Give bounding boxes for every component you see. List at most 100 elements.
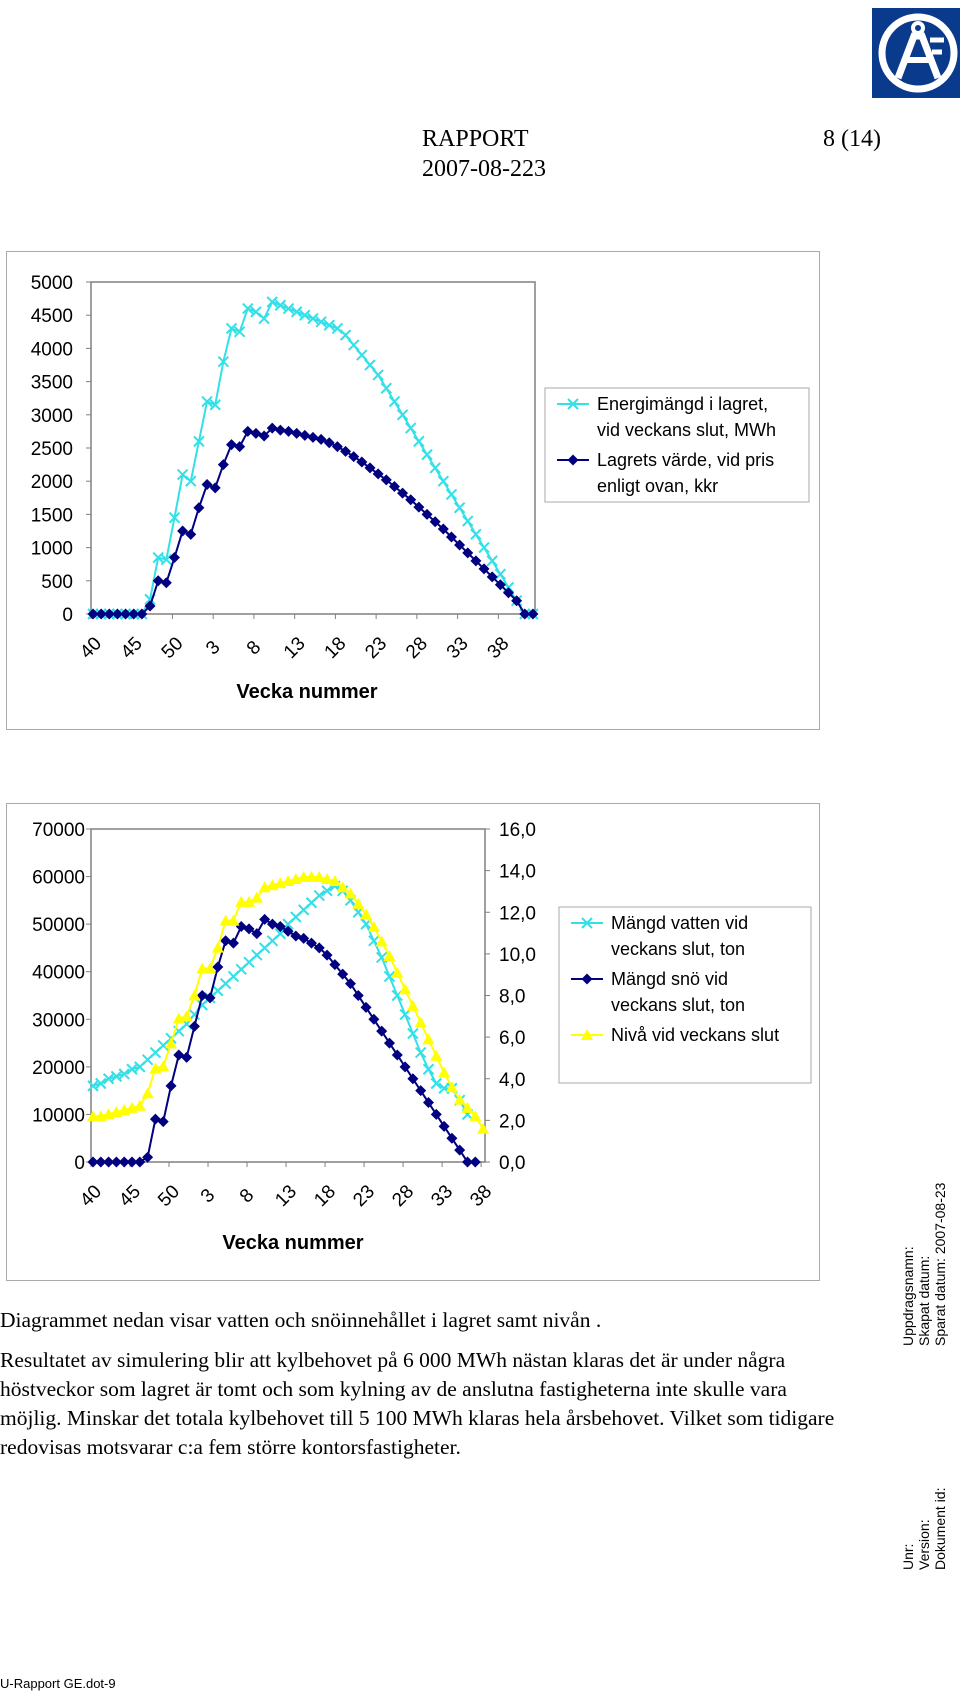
data-point <box>307 431 319 443</box>
x-tick-label: 18 <box>310 1181 340 1211</box>
data-point <box>160 553 173 566</box>
x-tick-label: 8 <box>236 1185 258 1207</box>
y-tick-label: 0 <box>74 1153 85 1174</box>
data-point <box>372 468 384 480</box>
meta-unr: Unr: <box>900 1543 916 1570</box>
x-tick-label: 38 <box>484 633 514 663</box>
data-point <box>299 429 311 441</box>
data-point <box>477 1122 490 1134</box>
data-point <box>266 422 278 434</box>
data-point <box>494 579 506 591</box>
data-point <box>196 962 209 974</box>
data-point <box>87 1080 99 1092</box>
data-point <box>103 1156 115 1168</box>
meta-sparat-datum: Sparat datum: 2007-08-23 <box>932 1182 948 1346</box>
page-number: 8 (14) <box>823 126 881 152</box>
data-point <box>380 474 392 486</box>
data-point <box>193 502 205 514</box>
data-point <box>406 999 419 1011</box>
data-point <box>95 608 107 620</box>
data-point <box>422 1063 435 1075</box>
data-point <box>250 891 263 903</box>
data-point <box>315 433 327 445</box>
data-point <box>274 299 287 311</box>
data-point <box>407 1027 419 1040</box>
series-2 <box>87 913 481 1168</box>
data-point <box>243 895 256 907</box>
data-point <box>391 966 404 978</box>
y2-tick-label: 8,0 <box>499 987 525 1008</box>
data-point <box>415 1085 427 1097</box>
legend-marker <box>567 454 579 466</box>
data-point <box>266 296 278 308</box>
legend-label: Lagrets värde, vid pris <box>597 450 774 470</box>
data-point <box>165 1080 177 1092</box>
data-point <box>235 895 248 907</box>
x-tick-label: 40 <box>76 633 106 663</box>
data-point <box>201 479 213 491</box>
data-point <box>397 487 409 499</box>
series-line <box>93 917 476 1163</box>
data-point <box>375 935 388 947</box>
x-tick-label: 13 <box>271 1181 301 1211</box>
y-tick-label: 40000 <box>32 963 85 984</box>
data-point <box>413 435 425 448</box>
x-axis-title: Vecka nummer <box>236 681 377 703</box>
data-point <box>405 494 417 506</box>
data-point <box>176 468 189 481</box>
data-point <box>120 608 132 620</box>
data-point <box>157 1116 169 1128</box>
data-point <box>168 512 181 524</box>
data-point <box>422 1033 435 1045</box>
y2-tick-label: 16,0 <box>499 820 536 841</box>
y-tick-label: 1500 <box>31 505 73 526</box>
y-tick-label: 60000 <box>32 868 85 889</box>
data-point <box>313 889 325 902</box>
data-point <box>180 1010 193 1022</box>
y-tick-label: 2000 <box>31 472 73 493</box>
x-tick-label: 3 <box>197 1185 219 1207</box>
data-point <box>305 870 318 882</box>
y-tick-label: 0 <box>62 605 73 626</box>
series-line <box>93 300 533 615</box>
data-point <box>367 920 380 932</box>
data-point <box>339 329 352 341</box>
y2-tick-label: 0,0 <box>499 1153 525 1174</box>
data-point <box>383 970 396 983</box>
data-point <box>157 1060 170 1072</box>
data-point <box>251 928 263 940</box>
data-point <box>391 1049 403 1061</box>
legend-label: Mängd snö vid <box>611 969 728 989</box>
legend-entry: Mängd vatten vid veckans slut, ton <box>571 913 748 959</box>
data-point <box>446 1132 458 1144</box>
data-point <box>462 515 474 527</box>
data-point <box>486 555 498 567</box>
data-point <box>111 608 123 620</box>
data-point <box>177 525 189 537</box>
y-tick-label: 500 <box>41 572 73 593</box>
data-point <box>368 1013 380 1025</box>
y-tick-label: 5000 <box>31 273 73 294</box>
x-tick-label: 18 <box>321 633 351 663</box>
data-point <box>321 949 333 961</box>
y-tick-label: 4000 <box>31 339 73 360</box>
x-tick-label: 13 <box>280 633 310 663</box>
data-point <box>258 312 270 325</box>
data-point <box>299 309 311 321</box>
data-point <box>340 445 352 457</box>
x-axis-title: Vecka nummer <box>222 1232 363 1254</box>
data-point <box>519 608 531 620</box>
energy-chart: 5000 4500 4000 3500 3000 2500 2000 1500 1000 500 0… <box>6 251 820 730</box>
data-point <box>430 1049 443 1061</box>
x-tick-label: 50 <box>154 1181 184 1211</box>
data-point <box>421 448 433 461</box>
data-point <box>126 1156 138 1168</box>
data-point <box>136 608 148 620</box>
data-point <box>168 552 180 564</box>
y-tick-label: 20000 <box>32 1058 85 1079</box>
data-point <box>185 528 197 540</box>
af-logo <box>872 8 960 98</box>
data-point <box>211 941 224 953</box>
data-point <box>356 456 368 468</box>
data-point <box>329 959 341 971</box>
